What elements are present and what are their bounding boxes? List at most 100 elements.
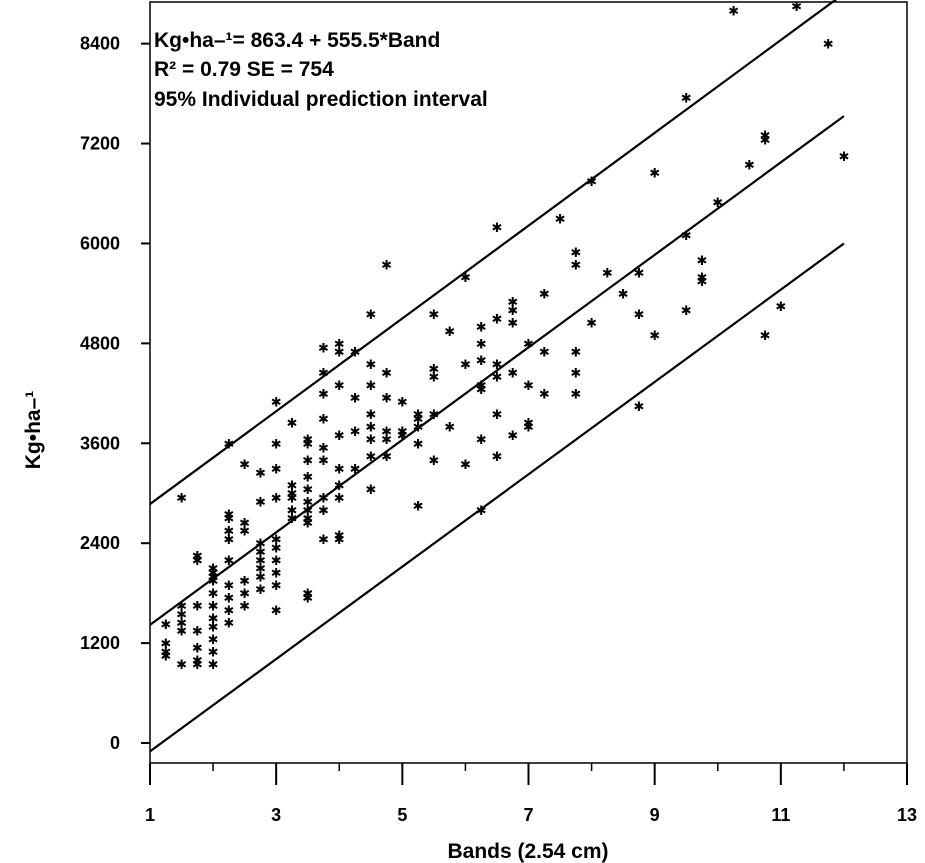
data-point: ✱ [223,591,234,606]
data-point: ✱ [492,358,503,373]
x-tick-label: 9 [650,805,660,825]
data-point: ✱ [208,570,219,585]
data-point: ✱ [239,516,250,531]
data-point: ✱ [397,425,408,440]
data-point: ✱ [192,600,203,615]
data-point: ✱ [302,433,313,448]
data-point: ✱ [618,287,629,302]
data-point: ✱ [492,221,503,236]
equation-annotation: Kg•ha–¹= 863.4 + 555.5*Band [154,29,440,52]
data-point: ✱ [334,379,345,394]
data-point: ✱ [160,637,171,652]
data-point: ✱ [208,575,219,590]
y-axis-title: Kg•ha–¹ [22,391,45,470]
data-point: ✱ [302,512,313,527]
data-point: ✱ [255,496,266,511]
data-point: ✱ [365,308,376,323]
data-point: ✱ [492,312,503,327]
data-point: ✱ [507,296,518,311]
data-point: ✱ [649,167,660,182]
data-point: ✱ [223,604,234,619]
data-point: ✱ [365,408,376,423]
data-point: ✱ [555,212,566,227]
data-point: ✱ [223,525,234,540]
data-point: ✱ [444,325,455,340]
data-point: ✱ [239,587,250,602]
data-points: ✱✱✱✱✱✱✱✱✱✱✱✱✱✱✱✱✱✱✱✱✱✱✱✱✱✱✱✱✱✱✱✱✱✱✱✱✱✱✱✱… [160,0,849,673]
data-point: ✱ [633,400,644,415]
data-point: ✱ [271,604,282,619]
data-point: ✱ [318,504,329,519]
data-point: ✱ [476,504,487,519]
data-point: ✱ [286,504,297,519]
data-point: ✱ [381,433,392,448]
data-point: ✱ [507,429,518,444]
data-point: ✱ [318,412,329,427]
data-point: ✱ [570,346,581,361]
data-point: ✱ [208,587,219,602]
data-point: ✱ [318,454,329,469]
data-point: ✱ [255,562,266,577]
y-tick-label: 2400 [80,533,120,553]
data-point: ✱ [208,620,219,635]
data-point: ✱ [365,421,376,436]
data-point: ✱ [192,554,203,569]
data-point: ✱ [271,462,282,477]
data-point: ✱ [223,512,234,527]
data-point: ✱ [286,479,297,494]
data-point: ✱ [176,658,187,673]
data-point: ✱ [208,566,219,581]
data-point: ✱ [523,421,534,436]
data-point: ✱ [381,450,392,465]
data-point: ✱ [744,158,755,173]
data-point: ✱ [728,4,739,19]
data-point: ✱ [428,308,439,323]
interval-annotation: 95% Individual prediction interval [154,88,488,111]
data-point: ✱ [208,633,219,648]
data-point: ✱ [302,516,313,531]
data-point: ✱ [428,371,439,386]
data-point: ✱ [775,300,786,315]
data-point: ✱ [271,396,282,411]
data-point: ✱ [507,367,518,382]
data-point: ✱ [570,246,581,261]
data-point: ✱ [334,346,345,361]
data-point: ✱ [760,133,771,148]
data-point: ✱ [302,587,313,602]
data-point: ✱ [223,508,234,523]
data-point: ✱ [318,342,329,357]
data-point: ✱ [523,337,534,352]
data-point: ✱ [428,362,439,377]
data-point: ✱ [413,421,424,436]
data-point: ✱ [350,425,361,440]
data-point: ✱ [476,433,487,448]
data-point: ✱ [460,358,471,373]
x-axis: 1 3 5 7 9 11 13 [145,763,917,825]
data-point: ✱ [823,38,834,53]
data-point: ✱ [302,454,313,469]
data-point: ✱ [539,287,550,302]
data-point: ✱ [476,321,487,336]
data-point: ✱ [460,458,471,473]
x-tick-label: 11 [771,805,790,825]
regression-lines [149,0,845,753]
data-point: ✱ [365,450,376,465]
x-tick-label: 5 [397,805,407,825]
data-point: ✱ [492,450,503,465]
data-point: ✱ [681,304,692,319]
y-tick-label: 3600 [80,433,120,453]
data-point: ✱ [271,541,282,556]
data-point: ✱ [507,317,518,332]
data-point: ✱ [176,625,187,640]
data-point: ✱ [838,150,849,165]
data-point: ✱ [492,408,503,423]
data-point: ✱ [271,554,282,569]
data-point: ✱ [381,258,392,273]
data-point: ✱ [586,175,597,190]
data-point: ✱ [318,441,329,456]
data-point: ✱ [570,367,581,382]
data-point: ✱ [223,554,234,569]
data-point: ✱ [271,579,282,594]
data-point: ✱ [681,92,692,107]
